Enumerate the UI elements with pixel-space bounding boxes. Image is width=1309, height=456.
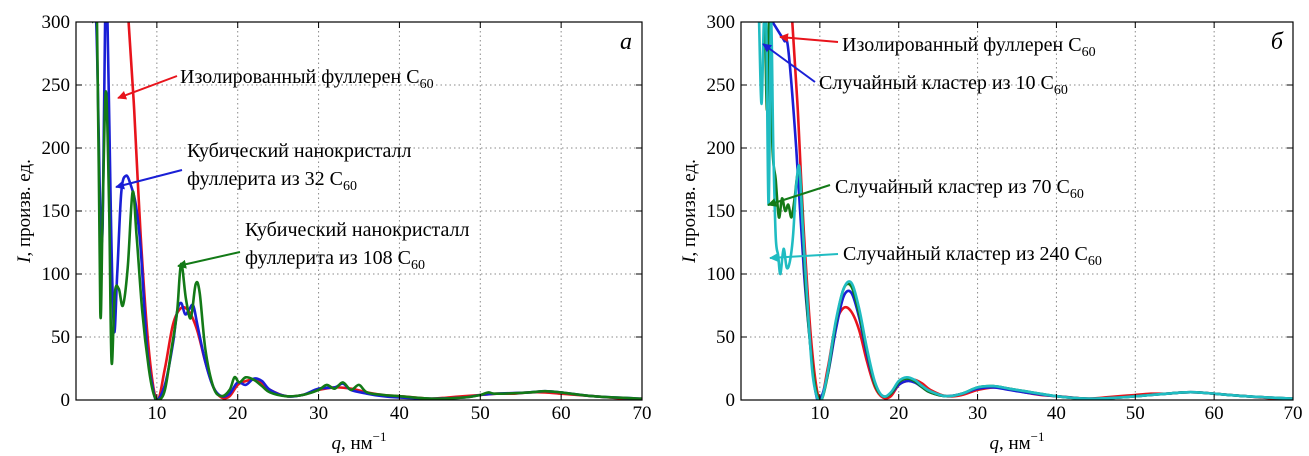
annotation-text: Изолированный фуллерен С60 xyxy=(180,66,434,92)
y-tick-label: 150 xyxy=(707,201,736,222)
grid xyxy=(741,22,1293,400)
y-axis-unit: , произв. ед. xyxy=(14,159,35,256)
annotation-subscript: 60 xyxy=(420,77,434,92)
x-axis-symbol: q xyxy=(331,433,341,454)
series-line-3 xyxy=(90,22,642,400)
annotation-arrow xyxy=(769,253,839,263)
y-tick-label: 100 xyxy=(707,264,736,285)
annotation-main: Изолированный фуллерен С xyxy=(842,34,1082,56)
x-tick-label: 50 xyxy=(1126,403,1145,424)
annotation-subscript: 60 xyxy=(1054,83,1068,98)
y-tick-label: 200 xyxy=(42,138,71,159)
x-tick-label: 20 xyxy=(228,403,247,424)
x-tick-label: 40 xyxy=(390,403,409,424)
annotation-subscript: 60 xyxy=(1070,187,1084,202)
series-line-4 xyxy=(757,22,1293,400)
y-axis-symbol: I xyxy=(14,255,35,264)
x-axis-label: q, нм−1 xyxy=(331,429,386,454)
annotation-main: Кубический нанокристалл xyxy=(187,140,411,162)
annotation-main: Случайный кластер из 70 С xyxy=(835,176,1070,198)
x-axis-exponent: −1 xyxy=(373,429,387,444)
annotation-main: Случайный кластер из 10 С xyxy=(819,72,1054,94)
x-tick-label: 20 xyxy=(889,403,908,424)
x-tick-label: 70 xyxy=(633,403,652,424)
annotation-text: Случайный кластер из 70 С60 xyxy=(835,176,1084,202)
annotation-3: Случайный кластер из 70 С60 xyxy=(767,176,1084,207)
annotation-4: Случайный кластер из 240 С60 xyxy=(769,243,1102,269)
annotation-main: Случайный кластер из 240 С xyxy=(843,243,1088,265)
annotation-text: фуллерита из 32 С60 xyxy=(187,168,357,194)
y-tick-label: 300 xyxy=(42,12,71,33)
annotation-subscript: 60 xyxy=(1088,254,1102,269)
series-group xyxy=(90,22,642,400)
x-tick-label: 30 xyxy=(309,403,328,424)
y-tick-label: 200 xyxy=(707,138,736,159)
y-axis-unit: , произв. ед. xyxy=(679,159,700,256)
annotation-subscript: 60 xyxy=(343,179,357,194)
x-tick-label: 50 xyxy=(471,403,490,424)
annotation-arrow xyxy=(762,43,816,83)
y-tick-label: 100 xyxy=(42,264,71,285)
x-axis-unit: , нм xyxy=(999,433,1031,454)
annotation-text: Случайный кластер из 10 С60 xyxy=(819,72,1068,98)
series-group xyxy=(757,22,1293,400)
annotation-2: Кубический нанокристалл фуллерита из 32 С… xyxy=(115,140,411,194)
x-axis-unit: , нм xyxy=(341,433,373,454)
annotation-text: Кубический нанокристалл xyxy=(187,140,411,162)
annotation-1: Изолированный фуллерен С60 xyxy=(117,66,434,100)
annotation-arrow xyxy=(177,251,241,269)
annotation-arrow xyxy=(115,169,183,190)
y-axis-symbol: I xyxy=(679,255,700,264)
annotation-arrow xyxy=(117,75,178,100)
y-tick-label: 300 xyxy=(707,12,736,33)
annotation-2: Случайный кластер из 10 С60 xyxy=(762,43,1068,98)
y-tick-label: 0 xyxy=(61,390,71,411)
y-tick-label: 150 xyxy=(42,201,71,222)
x-axis-label: q, нм−1 xyxy=(989,429,1044,454)
chart-panel-2: 10 20 30 40 50 60 70 0 50 100 150 200 250 300 q, нм−1 I… xyxy=(679,12,1303,454)
y-axis-label: I, произв. ед. xyxy=(14,159,35,264)
annotation-1: Изолированный фуллерен С60 xyxy=(779,33,1096,60)
x-axis-exponent: −1 xyxy=(1031,429,1045,444)
annotation-main: фуллерита из 108 С xyxy=(245,247,411,269)
y-tick-label: 50 xyxy=(51,327,70,348)
x-tick-label: 70 xyxy=(1284,403,1303,424)
annotation-main: Изолированный фуллерен С xyxy=(180,66,420,88)
panel-label: а xyxy=(620,29,632,55)
x-tick-label: 10 xyxy=(147,403,166,424)
y-tick-label: 0 xyxy=(726,390,736,411)
x-tick-label: 40 xyxy=(1047,403,1066,424)
x-tick-label: 10 xyxy=(810,403,829,424)
annotation-text: фуллерита из 108 С60 xyxy=(245,247,425,273)
chart-panel-1: 10 20 30 40 50 60 70 0 50 100 150 200 250 300 q, нм−1 I… xyxy=(14,12,652,454)
y-tick-label: 50 xyxy=(716,327,735,348)
annotation-subscript: 60 xyxy=(1082,45,1096,60)
annotation-3: Кубический нанокристалл фуллерита из 108 … xyxy=(177,219,469,273)
x-tick-label: 60 xyxy=(552,403,571,424)
panel-label: б xyxy=(1271,29,1284,55)
annotation-main: Кубический нанокристалл xyxy=(245,219,469,241)
x-tick-label: 60 xyxy=(1205,403,1224,424)
annotation-text: Изолированный фуллерен С60 xyxy=(842,34,1096,60)
grid xyxy=(76,22,642,400)
annotation-arrow xyxy=(767,184,831,207)
annotation-text: Кубический нанокристалл xyxy=(245,219,469,241)
y-tick-label: 250 xyxy=(42,75,71,96)
y-tick-label: 250 xyxy=(707,75,736,96)
series-line-2 xyxy=(90,22,642,400)
x-axis-symbol: q xyxy=(989,433,999,454)
y-axis-label: I, произв. ед. xyxy=(679,159,700,264)
annotation-subscript: 60 xyxy=(411,258,425,273)
x-tick-label: 30 xyxy=(968,403,987,424)
annotation-main: фуллерита из 32 С xyxy=(187,168,343,190)
annotation-arrow xyxy=(779,33,839,43)
annotation-text: Случайный кластер из 240 С60 xyxy=(843,243,1102,269)
